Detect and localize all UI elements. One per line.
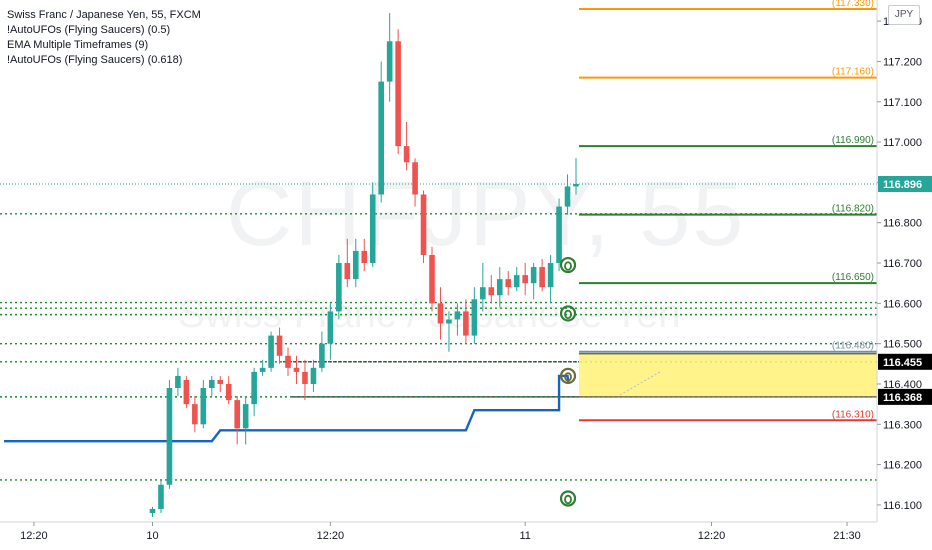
candle-body[interactable]: [259, 367, 266, 372]
legend-indicator-ema[interactable]: EMA Multiple Timeframes (9): [7, 39, 149, 51]
price-level-label: (117.160): [832, 67, 874, 78]
candle-body[interactable]: [242, 404, 249, 429]
last-price-badge-bg: [878, 176, 932, 193]
price-level-label: (116.310): [832, 409, 874, 420]
candle-body[interactable]: [403, 146, 410, 163]
candle-body[interactable]: [420, 194, 427, 255]
candle-body[interactable]: [200, 388, 207, 425]
legend-indicator-autoufos-05[interactable]: !AutoUFOs (Flying Saucers) (0.5): [7, 24, 171, 36]
candle-body[interactable]: [386, 41, 393, 82]
candle-body[interactable]: [183, 379, 190, 405]
zone-top-badge-bg: [878, 353, 932, 370]
candle-body[interactable]: [175, 375, 181, 389]
candle-body[interactable]: [454, 311, 461, 320]
time-axis-label: 21:30: [833, 530, 861, 542]
candle-body[interactable]: [302, 371, 308, 384]
time-axis-label: 11: [519, 530, 530, 542]
ufo-marker-core: [564, 309, 572, 320]
candle-body[interactable]: [547, 263, 554, 288]
candle-body[interactable]: [336, 263, 342, 312]
candle-body[interactable]: [463, 311, 469, 336]
candle-body[interactable]: [530, 267, 537, 284]
candle-body[interactable]: [268, 335, 274, 368]
price-level-label: (116.650): [832, 272, 874, 283]
ufo-marker[interactable]: [559, 256, 577, 274]
time-axis-label: 12:20: [20, 530, 48, 542]
candle-body[interactable]: [573, 184, 579, 187]
last-price-badge: 116.896: [883, 179, 922, 191]
candle-body[interactable]: [217, 379, 224, 384]
ema-line[interactable]: [4, 374, 570, 443]
legend-symbol[interactable]: Swiss Franc / Japanese Yen, 55, FXCM: [7, 9, 201, 21]
price-level-label: (116.480): [832, 341, 874, 352]
candle-body[interactable]: [429, 254, 435, 304]
currency-badge[interactable]: JPY: [888, 5, 920, 25]
ufo-marker[interactable]: [559, 490, 577, 507]
ufo-marker[interactable]: [559, 305, 577, 322]
price-level-label: (117.330): [832, 0, 874, 9]
price-axis-label: 116.100: [883, 500, 922, 512]
candle-body[interactable]: [369, 194, 376, 264]
time-axis-label: 10: [146, 530, 158, 542]
ufo-marker-core: [564, 372, 572, 382]
candle-body[interactable]: [412, 162, 418, 195]
candle-body[interactable]: [505, 279, 512, 288]
candle-body[interactable]: [192, 404, 198, 425]
candle-body[interactable]: [556, 206, 562, 264]
price-axis-label: 116.500: [883, 339, 922, 351]
candle-body[interactable]: [446, 319, 452, 324]
candle-body[interactable]: [149, 508, 156, 513]
price-axis-label: 116.300: [883, 419, 922, 431]
price-axis-label: 116.800: [883, 218, 922, 230]
candle-body[interactable]: [437, 303, 444, 324]
price-axis-label: 117.100: [883, 97, 922, 109]
candle-body[interactable]: [352, 250, 359, 280]
candle-body[interactable]: [361, 250, 368, 264]
candle-body[interactable]: [158, 484, 164, 509]
ufo-marker[interactable]: [559, 367, 577, 385]
price-axis-label: 116.600: [883, 298, 922, 310]
candle-body[interactable]: [251, 371, 257, 405]
candle-body[interactable]: [319, 343, 325, 368]
candle-body[interactable]: [293, 367, 300, 372]
candle-body[interactable]: [564, 186, 571, 207]
candle-body[interactable]: [285, 355, 291, 368]
candle-body[interactable]: [522, 275, 528, 284]
zone-bottom-badge: 116.368: [883, 392, 922, 404]
ufo-marker-core: [564, 494, 572, 505]
candle-body[interactable]: [310, 367, 317, 384]
time-axis-label: 12:20: [698, 530, 726, 542]
price-axis-label: 116.400: [883, 379, 922, 391]
candle-body[interactable]: [344, 263, 351, 280]
chart-legend: Swiss Franc / Japanese Yen, 55, FXCM !Au…: [7, 8, 201, 68]
price-axis-label: 117.000: [883, 137, 922, 149]
ufo-zone: [579, 353, 877, 397]
legend-indicator-autoufos-0618[interactable]: !AutoUFOs (Flying Saucers) (0.618): [7, 54, 183, 66]
candle-body[interactable]: [234, 400, 240, 429]
candle-body[interactable]: [208, 379, 215, 389]
price-level-label: (116.820): [832, 204, 874, 215]
zone-top-badge: 116.455: [883, 357, 922, 369]
candle-body[interactable]: [480, 287, 486, 300]
price-axis-label: 116.200: [883, 460, 922, 472]
price-axis-label: 116.700: [883, 258, 922, 270]
candle-body[interactable]: [471, 299, 478, 336]
candle-body[interactable]: [166, 388, 173, 485]
candle-body[interactable]: [539, 267, 545, 288]
candle-body[interactable]: [513, 275, 520, 288]
ufo-marker-core: [564, 261, 572, 271]
time-axis-label: 12:20: [317, 530, 345, 542]
candle-body[interactable]: [378, 81, 384, 195]
candle-body[interactable]: [496, 279, 503, 296]
price-axis-label: 117.200: [883, 56, 922, 68]
candle-body[interactable]: [488, 287, 495, 296]
candle-body[interactable]: [276, 335, 283, 356]
candle-body[interactable]: [327, 311, 334, 344]
candle-body[interactable]: [225, 383, 232, 401]
price-level-label: (116.990): [832, 135, 874, 146]
candle-body[interactable]: [395, 41, 401, 147]
zone-bottom-badge-bg: [878, 388, 932, 405]
